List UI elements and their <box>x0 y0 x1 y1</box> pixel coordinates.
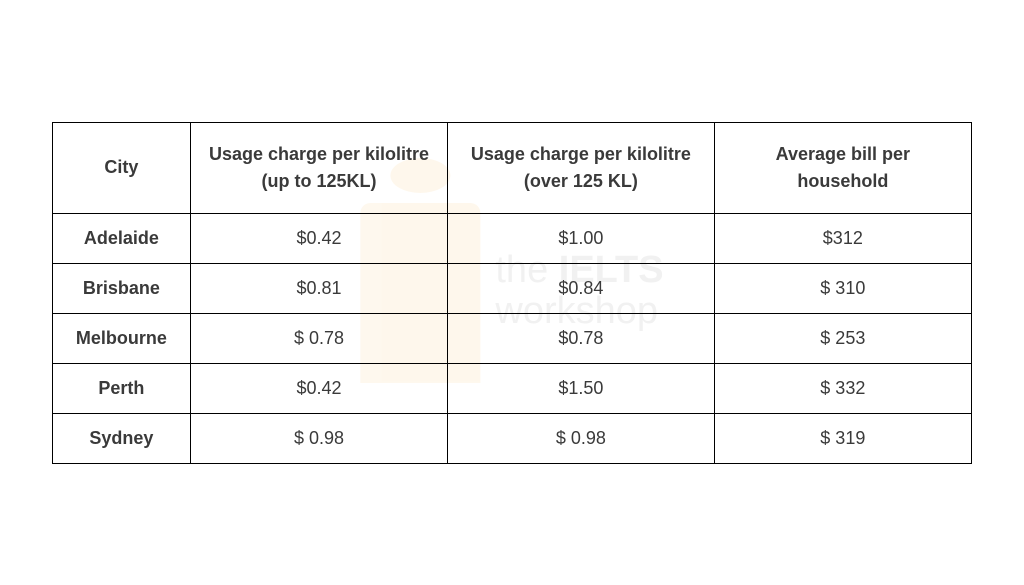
cell-bill: $ 332 <box>714 363 971 413</box>
cell-tier2: $0.78 <box>448 313 715 363</box>
col-header-tier2: Usage charge per kilolitre (over 125 KL) <box>448 122 715 213</box>
cell-city: Sydney <box>53 413 191 463</box>
water-cost-table: City Usage charge per kilolitre (up to 1… <box>52 122 972 464</box>
table-row: Adelaide $0.42 $1.00 $312 <box>53 213 972 263</box>
cell-tier1: $0.42 <box>190 363 447 413</box>
col-header-tier1-label-l2: (up to 125KL) <box>262 171 377 191</box>
cell-tier2: $ 0.98 <box>448 413 715 463</box>
table-header: City Usage charge per kilolitre (up to 1… <box>53 122 972 213</box>
cell-city: Perth <box>53 363 191 413</box>
cell-city: Brisbane <box>53 263 191 313</box>
cell-city: Adelaide <box>53 213 191 263</box>
water-cost-table-container: City Usage charge per kilolitre (up to 1… <box>52 122 972 464</box>
table-body: Adelaide $0.42 $1.00 $312 Brisbane $0.81… <box>53 213 972 463</box>
col-header-city-label-l1: City <box>104 157 138 177</box>
cell-tier1: $ 0.98 <box>190 413 447 463</box>
cell-tier1: $0.42 <box>190 213 447 263</box>
cell-bill: $ 319 <box>714 413 971 463</box>
cell-bill: $312 <box>714 213 971 263</box>
cell-bill: $ 253 <box>714 313 971 363</box>
table-row: Melbourne $ 0.78 $0.78 $ 253 <box>53 313 972 363</box>
col-header-tier1-label-l1: Usage charge per kilolitre <box>209 144 429 164</box>
table-row: Sydney $ 0.98 $ 0.98 $ 319 <box>53 413 972 463</box>
cell-bill: $ 310 <box>714 263 971 313</box>
col-header-bill: Average bill per household <box>714 122 971 213</box>
cell-tier2: $1.00 <box>448 213 715 263</box>
col-header-tier2-label-l1: Usage charge per kilolitre <box>471 144 691 164</box>
col-header-tier2-label-l2: (over 125 KL) <box>524 171 638 191</box>
table-row: Perth $0.42 $1.50 $ 332 <box>53 363 972 413</box>
col-header-city: City <box>53 122 191 213</box>
table-header-row: City Usage charge per kilolitre (up to 1… <box>53 122 972 213</box>
col-header-tier1: Usage charge per kilolitre (up to 125KL) <box>190 122 447 213</box>
cell-tier2: $1.50 <box>448 363 715 413</box>
cell-tier1: $0.81 <box>190 263 447 313</box>
cell-city: Melbourne <box>53 313 191 363</box>
col-header-bill-label-l1: Average bill per household <box>776 144 910 191</box>
table-row: Brisbane $0.81 $0.84 $ 310 <box>53 263 972 313</box>
cell-tier1: $ 0.78 <box>190 313 447 363</box>
cell-tier2: $0.84 <box>448 263 715 313</box>
